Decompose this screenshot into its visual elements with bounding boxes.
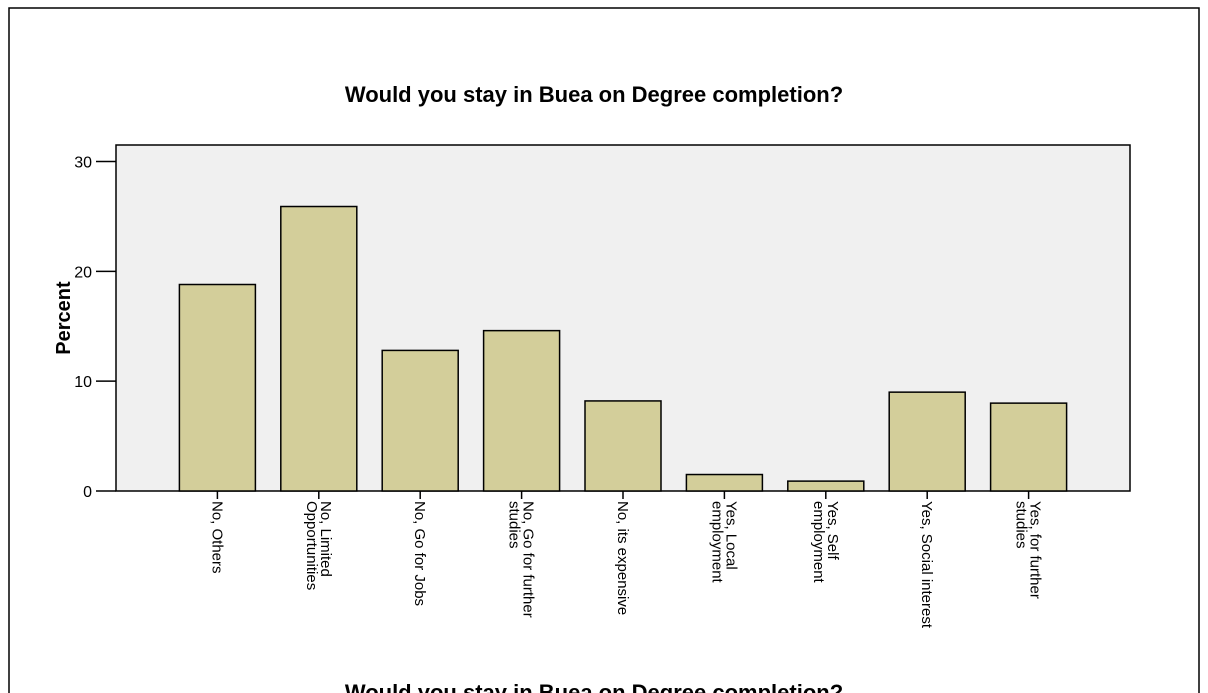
x-tick-label: Yes, Localemployment bbox=[708, 501, 739, 584]
x-tick-label: No, LimitedOpportunities bbox=[303, 501, 334, 590]
frame bbox=[8, 7, 1200, 693]
y-tick-label: 0 bbox=[83, 484, 92, 501]
x-tick-label: Yes, Selfemployment bbox=[810, 501, 841, 584]
y-tick-label: 20 bbox=[74, 264, 92, 281]
bar bbox=[989, 402, 1068, 492]
y-axis-label: Percent bbox=[53, 281, 75, 355]
bar bbox=[787, 480, 865, 492]
bar bbox=[280, 205, 358, 492]
x-tick-label: No, Others bbox=[208, 501, 225, 574]
x-tick-label: Yes, for furtherstudies bbox=[1013, 501, 1044, 599]
x-tick-label: No, Go for furtherstudies bbox=[506, 501, 537, 618]
x-tick-label: No, its expensive bbox=[614, 501, 631, 615]
x-axis-label: Would you stay in Buea on Degree complet… bbox=[345, 680, 843, 693]
chart-title: Would you stay in Buea on Degree complet… bbox=[345, 82, 843, 107]
bar bbox=[888, 391, 966, 492]
bar bbox=[178, 283, 257, 492]
x-tick-label: No, Go for Jobs bbox=[411, 501, 428, 606]
x-tick-label: Yes, Social interest bbox=[918, 501, 935, 629]
bar bbox=[482, 329, 561, 492]
y-tick-label: 30 bbox=[74, 154, 92, 171]
y-tick-label: 10 bbox=[74, 374, 92, 391]
bar bbox=[584, 400, 662, 492]
bar bbox=[685, 473, 764, 492]
bar bbox=[381, 349, 459, 492]
